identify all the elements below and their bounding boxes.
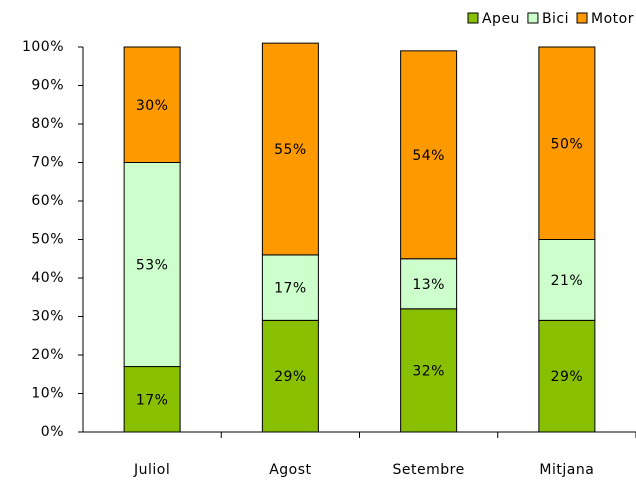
bar-segment bbox=[538, 319, 596, 433]
y-tick-label: 40% bbox=[31, 270, 64, 286]
data-label: 30% bbox=[136, 98, 169, 114]
y-tick-label: 50% bbox=[31, 232, 64, 248]
x-tick-label: Juliol bbox=[133, 462, 170, 478]
bar-segment bbox=[538, 239, 596, 321]
legend-swatch bbox=[576, 12, 588, 24]
y-tick-label: 20% bbox=[31, 347, 64, 363]
y-tick-label: 90% bbox=[31, 78, 64, 94]
data-label: 53% bbox=[136, 258, 169, 274]
y-tick-label: 80% bbox=[31, 116, 64, 132]
legend-label: Bici bbox=[542, 11, 569, 27]
data-label: 17% bbox=[136, 392, 169, 408]
legend-label: Apeu bbox=[482, 11, 520, 27]
x-tick-label: Mitjana bbox=[539, 462, 594, 478]
bar-segment bbox=[123, 366, 181, 433]
legend-label: Motor bbox=[591, 11, 634, 27]
data-label: 17% bbox=[274, 281, 307, 297]
bar-segment bbox=[123, 46, 181, 163]
bar-segment bbox=[400, 50, 458, 260]
data-label: 29% bbox=[274, 369, 307, 385]
data-label: 21% bbox=[551, 273, 584, 289]
bar-segment bbox=[261, 254, 319, 321]
x-tick-label: Agost bbox=[269, 462, 311, 478]
y-tick-label: 30% bbox=[31, 309, 64, 325]
bar-segment bbox=[538, 46, 596, 240]
bar-segment bbox=[400, 258, 458, 310]
y-tick-label: 60% bbox=[31, 193, 64, 209]
x-tick-label: Setembre bbox=[393, 462, 465, 478]
bar-segment bbox=[261, 42, 319, 256]
bar-segment bbox=[261, 319, 319, 433]
y-tick-label: 0% bbox=[41, 424, 64, 440]
y-tick-label: 70% bbox=[31, 155, 64, 171]
y-tick-label: 100% bbox=[22, 39, 64, 55]
data-label: 29% bbox=[551, 369, 584, 385]
data-label: 32% bbox=[412, 363, 445, 379]
data-label: 50% bbox=[551, 136, 584, 152]
data-label: 54% bbox=[412, 148, 445, 164]
data-label: 55% bbox=[274, 142, 307, 158]
bar-segment bbox=[123, 162, 181, 368]
data-label: 13% bbox=[412, 277, 445, 293]
legend-swatch bbox=[467, 12, 479, 24]
y-tick-label: 10% bbox=[31, 386, 64, 402]
legend-swatch bbox=[527, 12, 539, 24]
